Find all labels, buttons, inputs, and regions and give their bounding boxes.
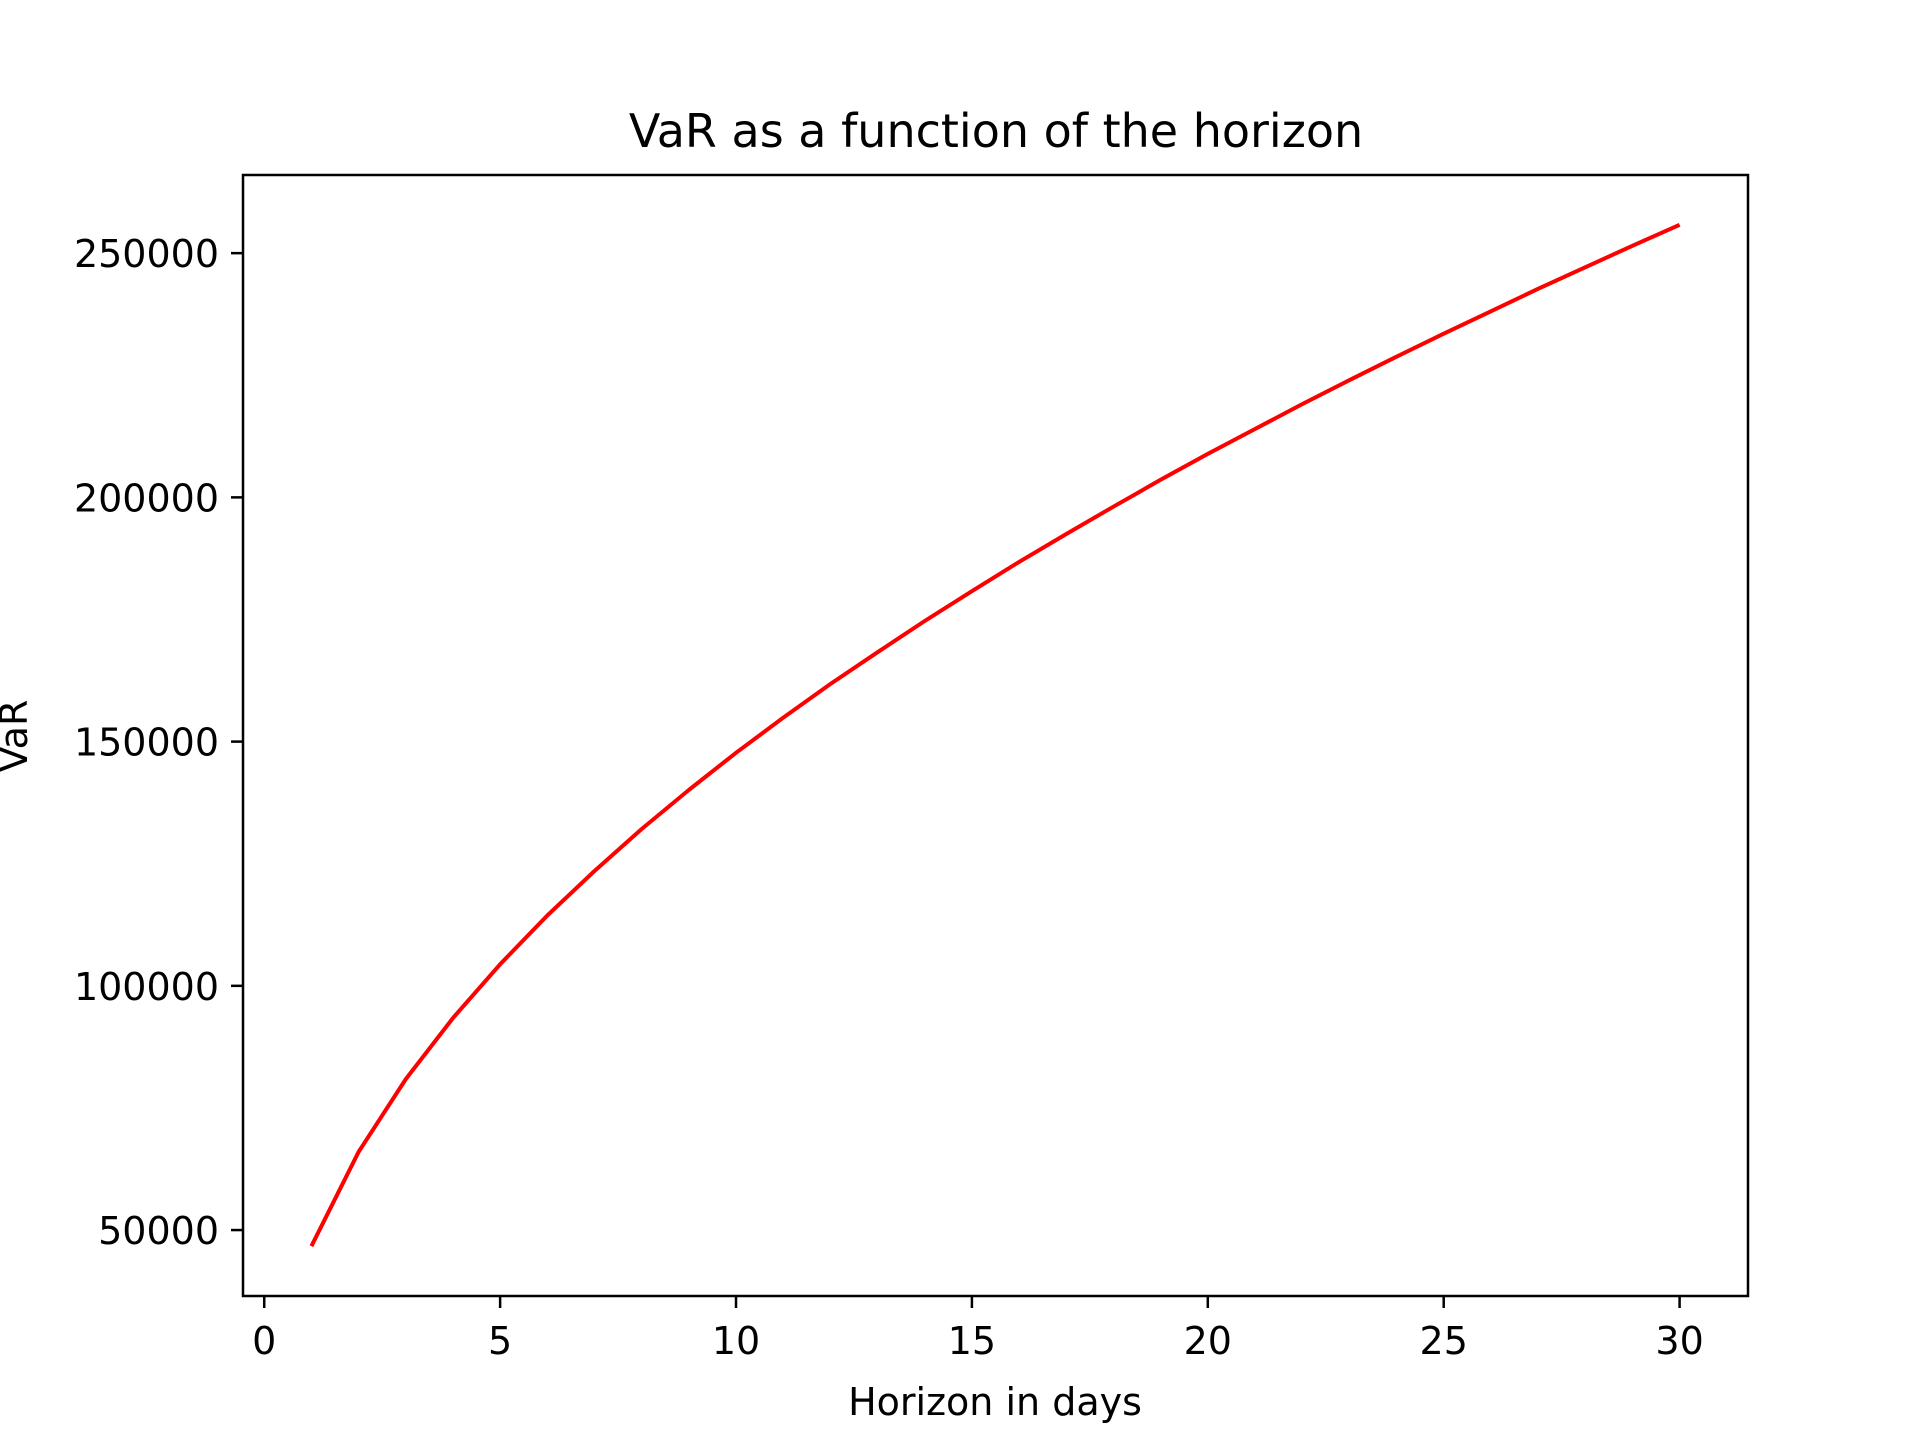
y-tick-label: 150000 bbox=[74, 721, 219, 765]
x-axis: 0 5 10 15 20 25 30 bbox=[252, 1296, 1704, 1363]
series-line bbox=[309, 222, 1681, 1248]
y-axis-label: VaR bbox=[0, 700, 36, 773]
chart-title: VaR as a function of the horizon bbox=[629, 104, 1363, 158]
y-tick-label: 50000 bbox=[98, 1209, 219, 1253]
y-tick-label: 250000 bbox=[74, 232, 219, 276]
y-tick-label: 100000 bbox=[74, 965, 219, 1009]
x-tick-label: 10 bbox=[712, 1319, 760, 1363]
x-tick-label: 15 bbox=[948, 1319, 996, 1363]
axes-frame bbox=[241, 173, 1750, 1298]
x-tick-label: 25 bbox=[1420, 1319, 1468, 1363]
y-tick-label: 200000 bbox=[74, 476, 219, 520]
x-tick-label: 5 bbox=[488, 1319, 512, 1363]
x-tick-label: 0 bbox=[252, 1319, 276, 1363]
y-axis: 50000 100000 150000 200000 250000 bbox=[74, 232, 243, 1253]
x-axis-label: Horizon in days bbox=[848, 1380, 1142, 1424]
series-layer bbox=[309, 222, 1681, 1248]
x-tick-label: 20 bbox=[1184, 1319, 1232, 1363]
x-tick-label: 30 bbox=[1655, 1319, 1703, 1363]
